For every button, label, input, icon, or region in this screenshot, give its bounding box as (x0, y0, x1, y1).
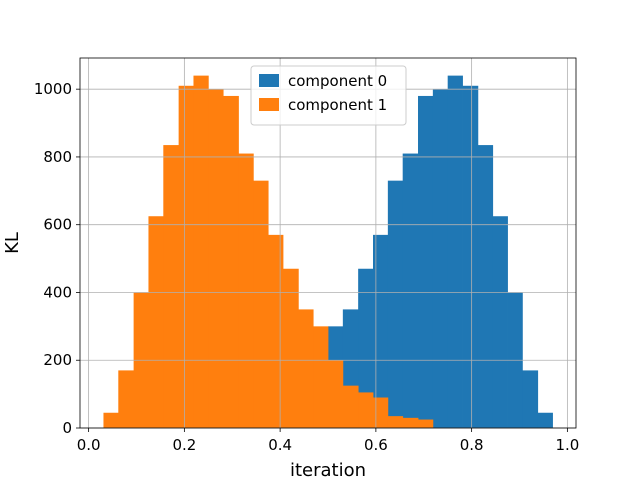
legend-label-component-1: component 1 (288, 96, 387, 114)
x-tick-label-5: 1.0 (555, 436, 579, 454)
legend-label-component-0: component 0 (288, 72, 387, 90)
bar-component-0-bin-30 (537, 412, 553, 428)
y-tick-label-4: 800 (43, 148, 72, 166)
bar-component-1-bin-8 (223, 95, 239, 428)
bar-component-0-bin-19 (373, 234, 389, 428)
bar-component-1-bin-16 (342, 385, 359, 428)
x-tick-label-0: 0.0 (77, 436, 101, 454)
bar-component-0-bin-27 (492, 216, 508, 428)
x-axis-label: iteration (290, 460, 366, 480)
bar-component-0-bin-25 (462, 85, 479, 428)
bars-layer (103, 75, 553, 429)
y-tick-label-1: 200 (43, 351, 72, 369)
bar-component-0-bin-23 (432, 89, 449, 429)
legend-swatch-component-0 (259, 74, 279, 87)
y-tick-label-5: 1000 (34, 80, 72, 98)
bar-component-1-bin-5 (178, 85, 194, 428)
legend-swatch-component-1 (259, 98, 279, 111)
ticks-layer: 0.0 0.2 0.4 0.6 0.8 1.0 0 200 400 600 800 1000 (34, 80, 579, 454)
bar-component-1-bin-15 (328, 360, 344, 428)
bar-component-1-bin-17 (358, 392, 374, 428)
bar-component-1-bin-7 (208, 89, 224, 429)
bar-component-1-bin-11 (268, 234, 284, 428)
bar-component-1-bin-4 (163, 145, 180, 428)
x-tick-label-2: 0.4 (268, 436, 292, 454)
bar-component-1-bin-13 (298, 309, 314, 428)
y-tick-label-0: 0 (62, 419, 72, 437)
y-axis-label: KL (2, 232, 23, 254)
bar-component-1-bin-6 (193, 75, 209, 429)
bar-component-1-bin-21 (418, 419, 434, 428)
bar-component-1-bin-9 (238, 153, 254, 429)
plot-area (79, 57, 577, 429)
bar-component-0-bin-26 (477, 145, 494, 428)
axes-frame (79, 57, 577, 429)
bar-component-1-bin-18 (373, 397, 389, 428)
y-tick-label-2: 400 (43, 283, 72, 301)
bar-component-0-bin-24 (447, 75, 463, 429)
bar-component-0-bin-22 (418, 95, 434, 428)
bar-component-1-bin-20 (402, 417, 419, 428)
x-tick-label-3: 0.6 (364, 436, 388, 454)
bar-component-1-bin-0 (103, 412, 119, 428)
legend-box (250, 65, 407, 126)
bar-component-0-bin-29 (522, 370, 539, 428)
bar-component-1-bin-12 (283, 268, 299, 428)
legend: component 0 component 1 (250, 65, 407, 126)
bar-component-0-bin-20 (387, 180, 404, 428)
bar-component-0-bin-21 (402, 153, 419, 429)
bar-component-1-bin-19 (387, 416, 404, 428)
x-tick-label-1: 0.2 (172, 436, 196, 454)
bar-component-1-bin-10 (253, 180, 269, 428)
bar-component-1-bin-3 (148, 216, 164, 428)
x-tick-label-4: 0.8 (460, 436, 484, 454)
bar-component-1-bin-14 (313, 326, 329, 428)
y-tick-label-3: 600 (43, 216, 72, 234)
bar-component-1-bin-1 (118, 370, 135, 428)
bar-component-0-bin-18 (358, 268, 374, 428)
